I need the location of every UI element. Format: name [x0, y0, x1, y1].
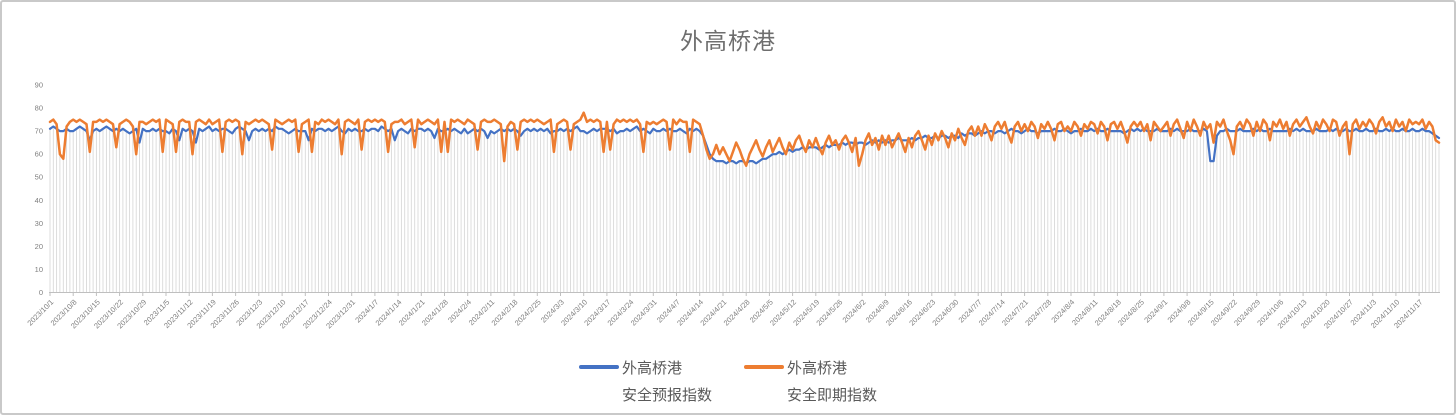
spot-series-label-line2: 安全即期指数	[787, 387, 878, 404]
svg-text:10: 10	[35, 265, 43, 274]
svg-text:50: 50	[35, 173, 43, 182]
svg-text:0: 0	[39, 288, 43, 297]
svg-text:90: 90	[35, 81, 43, 90]
svg-text:70: 70	[35, 127, 43, 136]
forecast-series-label-line1: 外高桥港	[621, 360, 682, 377]
spot-series-line-swatch	[744, 365, 784, 369]
spot-series-label-line1: 外高桥港	[787, 360, 848, 377]
svg-text:20: 20	[35, 242, 43, 251]
svg-text:2024/9/1: 2024/9/1	[1142, 298, 1169, 325]
legend-item-spot-index: 外高桥港 安全即期指数	[744, 355, 877, 409]
svg-text:60: 60	[35, 150, 43, 159]
forecast-series-line-swatch	[578, 365, 619, 369]
forecast-series-label: 外高桥港 安全预报指数	[622, 355, 712, 409]
svg-text:80: 80	[35, 104, 43, 113]
svg-text:40: 40	[35, 196, 43, 205]
svg-text:2024/6/2: 2024/6/2	[841, 298, 868, 325]
chart-legend: 外高桥港 安全预报指数 外高桥港 安全即期指数	[2, 355, 1454, 409]
chart-title: 外高桥港	[680, 28, 776, 54]
legend-item-forecast-index: 外高桥港 安全预报指数	[578, 355, 712, 409]
forecast-series-label-line2: 安全预报指数	[621, 387, 712, 404]
svg-text:30: 30	[35, 219, 43, 228]
spot-series-label: 外高桥港 安全即期指数	[787, 355, 877, 409]
